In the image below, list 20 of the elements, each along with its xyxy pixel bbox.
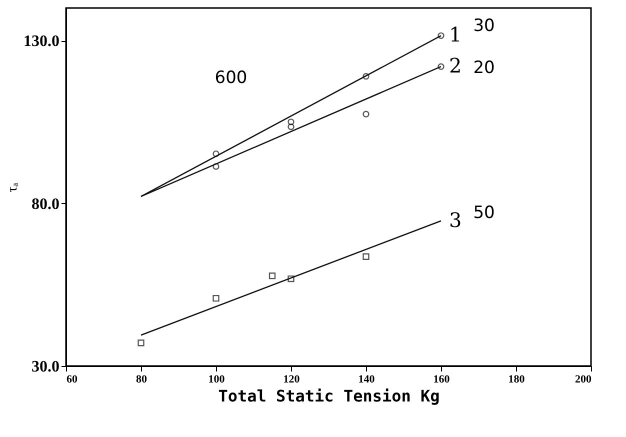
y-tick-label: 80.0 xyxy=(32,196,60,213)
x-tick-label: 180 xyxy=(508,374,526,386)
series-label: 2 xyxy=(449,54,462,78)
y-tick-label: 130.0 xyxy=(24,33,60,50)
x-tick-label: 120 xyxy=(283,374,300,386)
annotation: 30 xyxy=(473,16,495,36)
x-tick-label: 140 xyxy=(358,374,376,386)
x-axis-title: Total Static Tension Kg xyxy=(218,386,440,406)
x-tick-label: 100 xyxy=(208,374,226,386)
x-tick-label: 160 xyxy=(433,374,450,386)
series-label: 1 xyxy=(449,22,462,47)
annotation: 600 xyxy=(214,68,248,88)
x-tick-label: 60 xyxy=(66,374,78,386)
y-axis-title: τₐ xyxy=(6,182,20,192)
annotation: 50 xyxy=(473,203,495,223)
series-label: 3 xyxy=(449,208,462,232)
y-tick-label: 30.0 xyxy=(32,358,60,376)
x-tick-label: 80 xyxy=(136,374,148,386)
annotation: 20 xyxy=(473,58,495,78)
x-tick-label: 200 xyxy=(575,374,592,386)
